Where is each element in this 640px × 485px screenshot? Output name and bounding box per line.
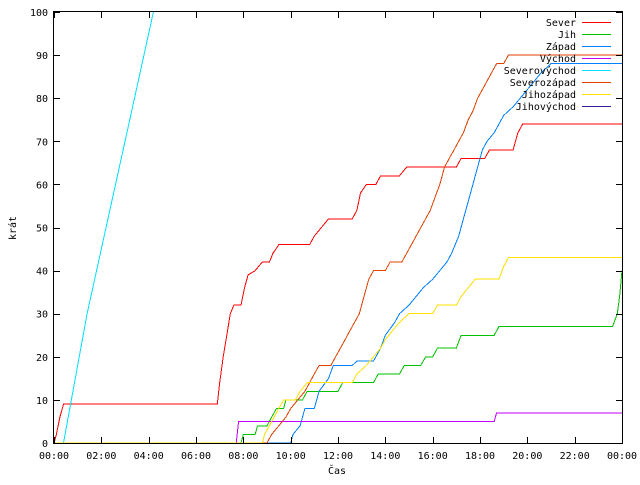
x-tick-label: 04:00 <box>134 451 164 462</box>
x-tick-label: 22:00 <box>560 451 590 462</box>
plot-frame <box>53 11 623 444</box>
x-tick-label: 14:00 <box>370 451 400 462</box>
y-tick-label: 10 <box>36 396 48 407</box>
x-axis-label: Čas <box>328 464 346 477</box>
series-layer <box>54 12 622 443</box>
series-line-1 <box>54 123 622 443</box>
legend-label: Severovýchod <box>504 65 576 77</box>
y-tick-label: 70 <box>36 137 48 148</box>
x-tick-label: 12:00 <box>323 451 353 462</box>
legend-label: Sever <box>546 18 576 29</box>
series-line-4 <box>54 412 622 443</box>
series-line-2 <box>54 270 622 443</box>
series-line-5 <box>63 12 154 443</box>
y-tick-label: 0 <box>42 439 48 450</box>
legend-label: Východ <box>540 53 576 65</box>
legend-label: Jihovýchod <box>516 101 576 113</box>
x-tick-label: 20:00 <box>512 451 542 462</box>
legend-label: Jih <box>558 30 576 41</box>
series-line-7 <box>54 257 622 443</box>
x-tick-label: 08:00 <box>228 451 258 462</box>
y-tick-label: 60 <box>36 180 48 191</box>
legend-label: Západ <box>546 41 576 53</box>
y-axis-label: krát <box>7 216 19 240</box>
legend-label: Jihozápad <box>522 89 576 101</box>
legend-label: Severozápad <box>510 77 576 89</box>
legend: SeverJihZápadVýchodSeverovýchodSeverozáp… <box>504 18 611 113</box>
y-tick-label: 80 <box>36 94 48 105</box>
x-tick-label: 16:00 <box>418 451 448 462</box>
y-tick-label: 50 <box>36 224 48 235</box>
y-tick-label: 90 <box>36 51 48 62</box>
y-tick-label: 30 <box>36 310 48 321</box>
x-tick-label: 00:00 <box>39 451 69 462</box>
series-line-3 <box>54 63 622 443</box>
y-tick-label: 100 <box>30 8 48 19</box>
x-tick-label: 02:00 <box>86 451 116 462</box>
x-tick-label: 10:00 <box>276 451 306 462</box>
y-tick-label: 40 <box>36 267 48 278</box>
x-tick-label: 18:00 <box>465 451 495 462</box>
y-tick-label: 20 <box>36 353 48 364</box>
ticks-layer: 0 10 20 30 40 50 60 70 80 90 100 00:00 02:00 04:00 06:… <box>30 8 637 462</box>
x-tick-label: 06:00 <box>181 451 211 462</box>
x-tick-label: 00:00 <box>607 451 637 462</box>
series-line-6 <box>54 54 622 443</box>
